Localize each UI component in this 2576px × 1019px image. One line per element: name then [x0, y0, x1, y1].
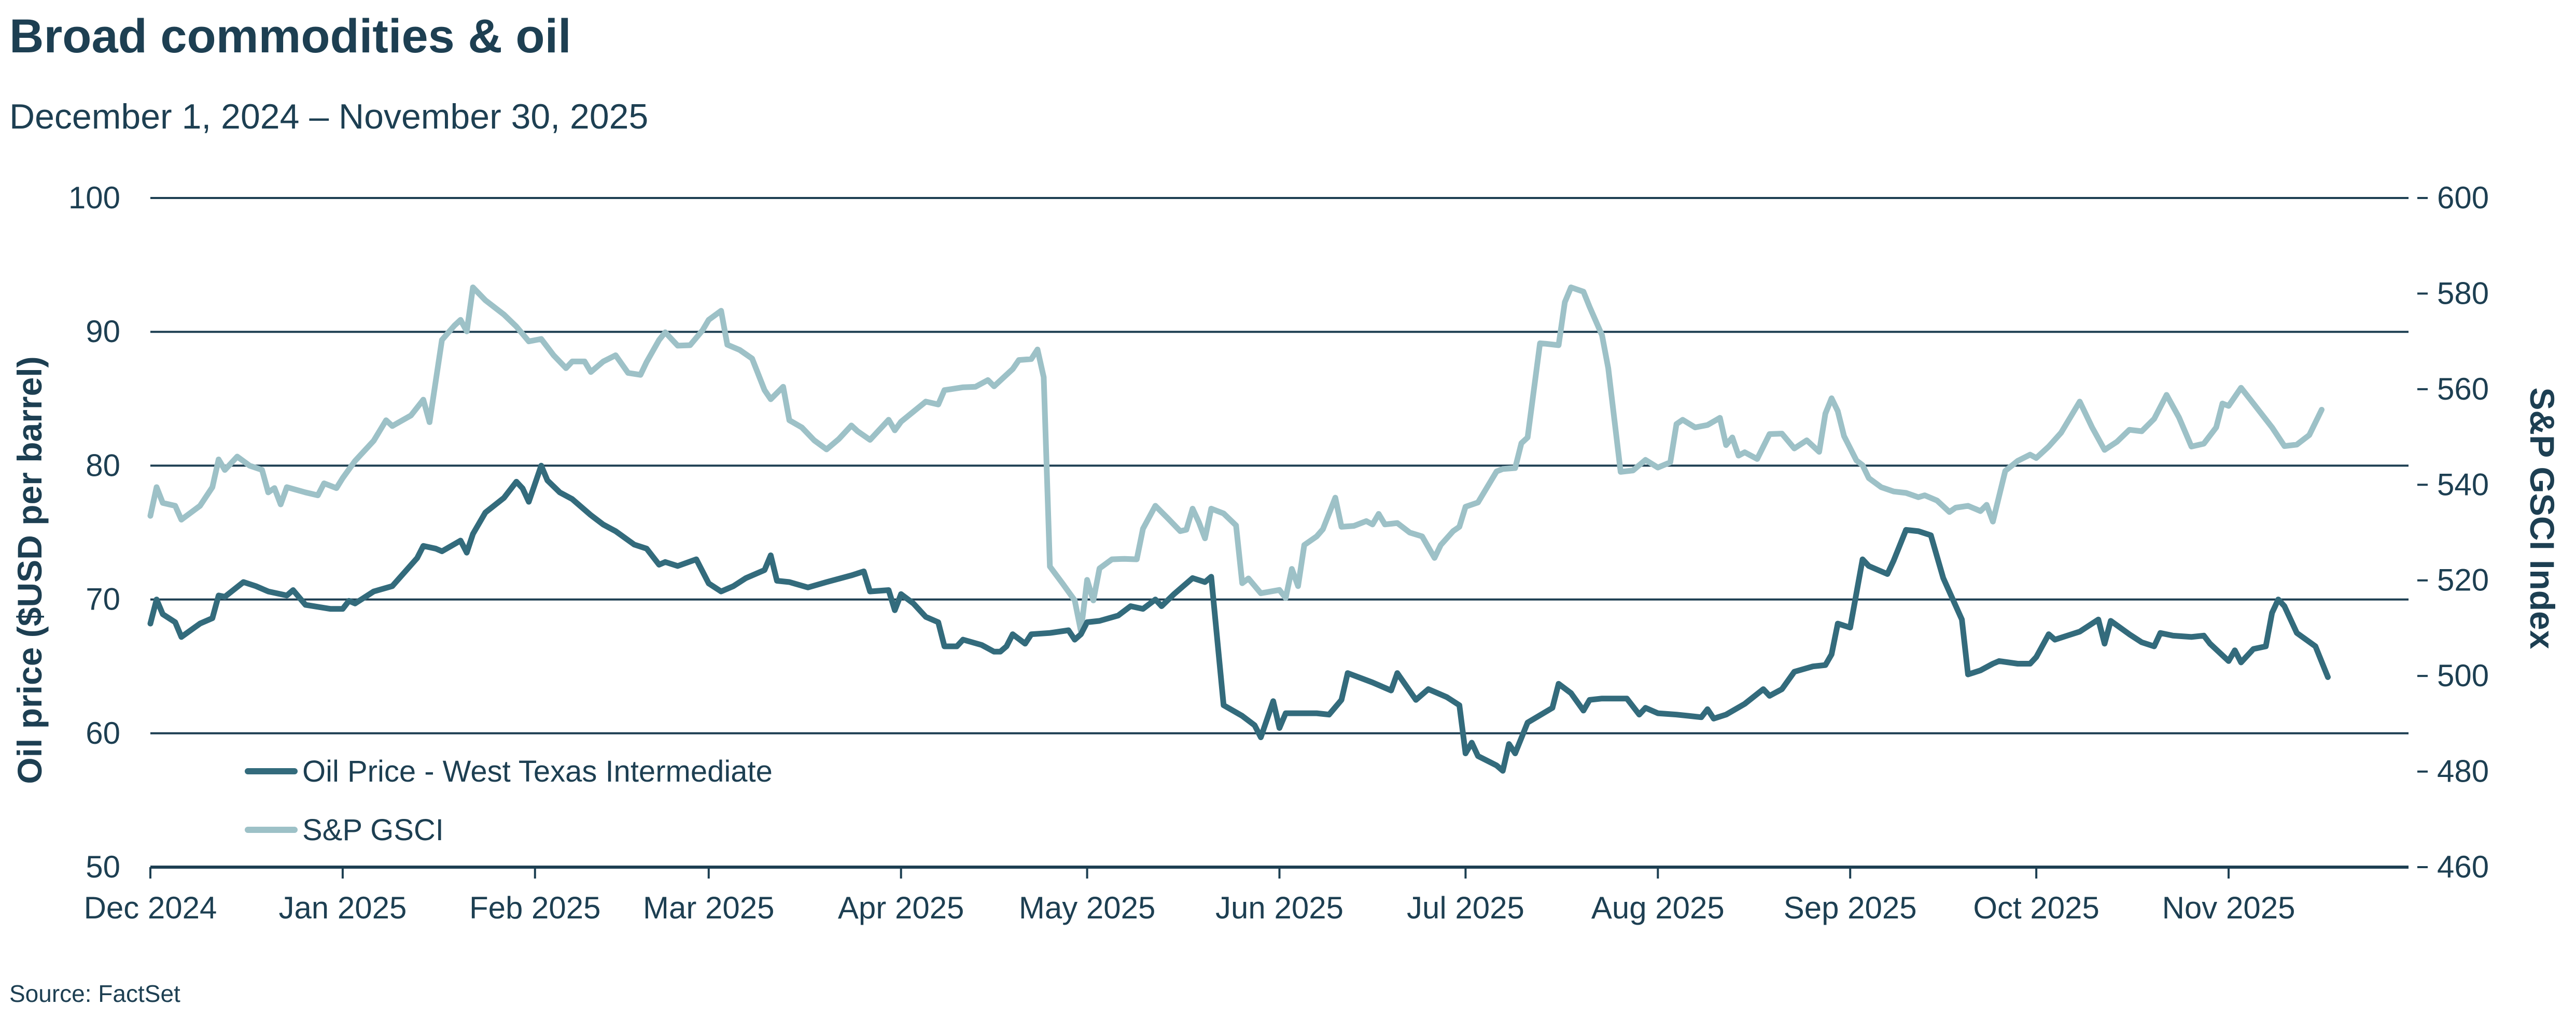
x-tick-label: Jul 2025 [1407, 890, 1524, 925]
page-title: Broad commodities & oil [9, 10, 571, 63]
legend-label: Oil Price - West Texas Intermediate [302, 755, 773, 788]
series-line-oil [147, 462, 2331, 774]
y-axis-right-title: S&P GSCI Index [2523, 388, 2561, 649]
x-tick-label: Feb 2025 [469, 890, 601, 925]
x-tick-label: Dec 2024 [84, 890, 217, 925]
y-left-tick-label: 80 [86, 448, 120, 483]
y-right-tick-label: 460 [2437, 850, 2489, 884]
x-tick-label: Mar 2025 [643, 890, 774, 925]
source-note: Source: FactSet [9, 980, 180, 1007]
y-left-tick-label: 70 [86, 582, 120, 617]
legend: Oil Price - West Texas Intermediate S&P G… [245, 755, 773, 847]
y-left-tick-label: 50 [86, 850, 120, 884]
x-tick-label: Aug 2025 [1591, 890, 1725, 925]
y-right-tick-label: 520 [2437, 563, 2489, 598]
y-right-tick-label: 560 [2437, 372, 2489, 406]
y-axis-left: 50 60 70 80 90 100 [68, 180, 120, 884]
x-axis: Dec 2024 Jan 2025 Feb 2025 Mar 2025 Apr 2025… [84, 867, 2295, 925]
x-tick-label: Apr 2025 [838, 890, 964, 925]
y-right-tick-label: 500 [2437, 658, 2489, 693]
y-right-tick-label: 540 [2437, 467, 2489, 502]
y-right-tick-label: 580 [2437, 276, 2489, 310]
y-right-tick-label: 480 [2437, 754, 2489, 789]
y-right-tick-label: 600 [2437, 180, 2489, 215]
x-tick-label: Nov 2025 [2162, 890, 2295, 925]
y-left-tick-label: 100 [68, 180, 120, 215]
legend-label: S&P GSCI [302, 813, 444, 847]
x-tick-label: Jun 2025 [1215, 890, 1343, 925]
x-tick-label: Sep 2025 [1784, 890, 1917, 925]
y-axis-right: 460 480 500 520 540 560 580 600 [2417, 180, 2489, 884]
y-left-tick-label: 60 [86, 716, 120, 751]
series-line-gsci [147, 284, 2325, 634]
series-lines [147, 284, 2331, 774]
x-tick-label: Jan 2025 [278, 890, 407, 925]
y-axis-left-title: Oil price ($USD per barrel) [10, 356, 49, 784]
x-tick-label: Oct 2025 [1973, 890, 2099, 925]
page-subtitle: December 1, 2024 – November 30, 2025 [9, 97, 649, 136]
x-tick-label: May 2025 [1019, 890, 1156, 925]
y-left-tick-label: 90 [86, 314, 120, 349]
